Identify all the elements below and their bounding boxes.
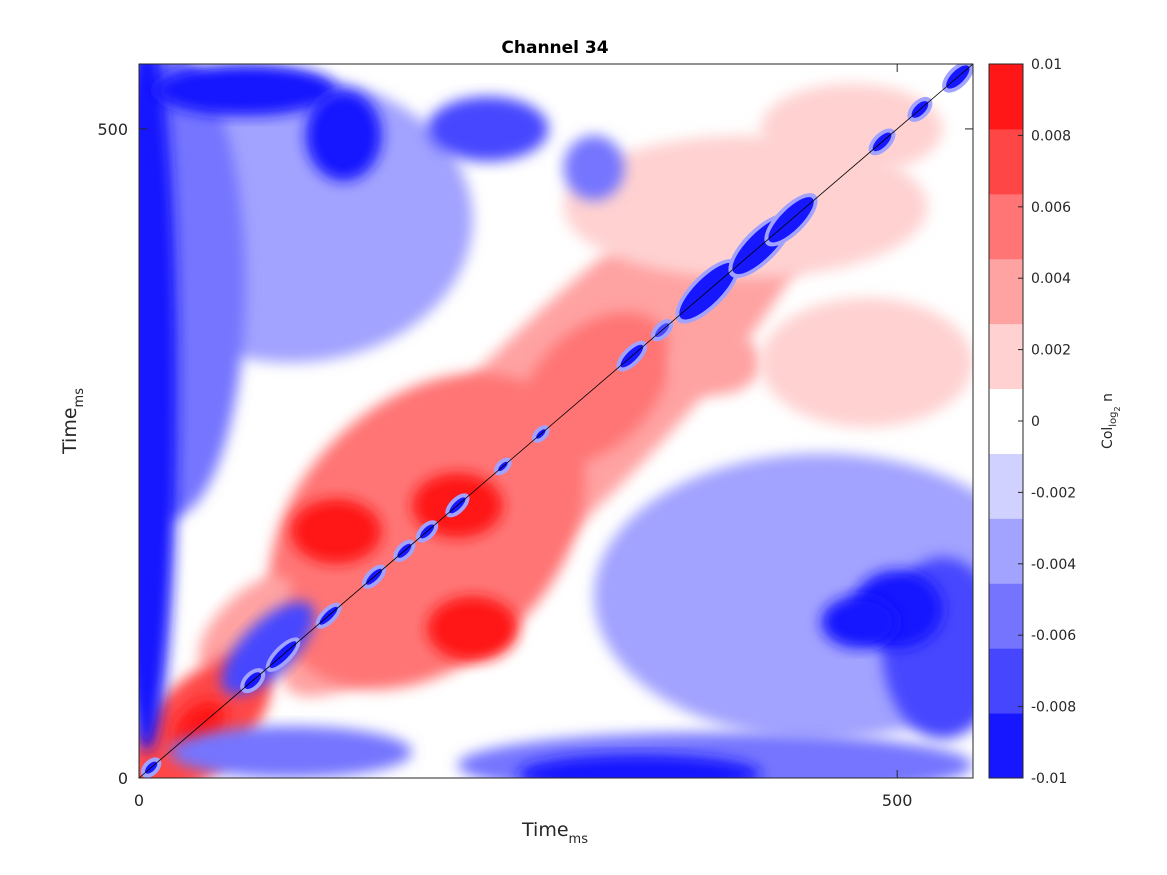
plot-frame <box>138 63 974 779</box>
heatmap-region <box>139 64 177 752</box>
heatmap-region <box>305 89 382 181</box>
y-tick-label: 500 <box>97 120 128 139</box>
colorbar-tick-label: 0 <box>1031 414 1040 430</box>
x-axis-label-main: Time <box>521 819 569 841</box>
colorbar-segment <box>989 713 1023 779</box>
colorbar-tick-label: -0.008 <box>1031 700 1076 716</box>
heatmap-plot-area <box>138 63 974 779</box>
heatmap-region <box>198 575 292 669</box>
colorbar-segment <box>989 648 1023 714</box>
heatmap-region <box>290 498 382 564</box>
y-tick-label: 0 <box>118 769 128 788</box>
colorbar-tick-label: 0.002 <box>1031 343 1071 359</box>
colorbar-tick-label: -0.002 <box>1031 485 1076 501</box>
heatmap-region <box>518 754 761 778</box>
heatmap-region <box>154 64 337 116</box>
heatmap-region <box>669 330 761 396</box>
colorbar-segment <box>989 583 1023 649</box>
heatmap-region <box>169 726 412 778</box>
colorbar-tick-label: 0.008 <box>1031 128 1071 144</box>
x-axis-label-sub: ms <box>569 832 589 847</box>
colorbar-segment <box>989 518 1023 584</box>
colorbar-label: Collog2 n <box>1100 393 1122 449</box>
y-axis-ticks: 0 500 <box>97 120 973 788</box>
colorbar-segment <box>989 64 1023 130</box>
heatmap-region <box>221 601 315 695</box>
x-axis-label: Timems <box>521 819 588 847</box>
heatmap-region <box>593 453 973 740</box>
heatmap-region <box>760 83 943 175</box>
x-tick-label: 0 <box>134 791 144 810</box>
colorbar-segment <box>989 388 1023 454</box>
colorbar-tick-label: 0.004 <box>1031 271 1071 287</box>
x-axis-ticks: 0 500 <box>134 64 913 810</box>
heatmap-region <box>427 96 549 162</box>
heatmap-region <box>427 596 519 662</box>
colorbar-ticks: 0.01 0.008 0.006 0.004 0.002 0 -0.002 -0.004 -0.… <box>1018 57 1076 787</box>
y-axis-label-sub: ms <box>72 388 87 408</box>
colorbar-segment <box>989 193 1023 260</box>
colorbar-tick-label: -0.01 <box>1031 771 1067 787</box>
colorbar-tick-label: 0.006 <box>1031 200 1071 216</box>
colorbar-segment <box>989 453 1023 519</box>
heatmap-region <box>563 135 625 201</box>
colorbar-label-subsub: 2 <box>1113 406 1122 411</box>
colorbar-segment <box>989 323 1023 390</box>
colorbar-segment <box>989 128 1023 195</box>
colorbar-tick-label: -0.004 <box>1031 557 1076 573</box>
colorbar-tick-label: -0.006 <box>1031 628 1076 644</box>
heatmap-region <box>821 596 898 649</box>
colorbar-label-main: Col <box>1100 427 1116 449</box>
colorbar-tick-label: 0.01 <box>1031 57 1062 73</box>
y-axis-label-main: Time <box>59 407 81 455</box>
diagonal-line <box>138 63 974 779</box>
heatmap-region <box>760 297 973 428</box>
colorbar-label-tail: n <box>1100 393 1116 406</box>
colorbar-label-sub: log <box>1108 411 1119 426</box>
colorbar <box>988 63 1024 779</box>
y-axis-label: Timems <box>59 388 87 455</box>
chart-title: Channel 34 <box>501 38 608 58</box>
x-tick-label: 500 <box>882 791 913 810</box>
colorbar-segment <box>989 258 1023 325</box>
